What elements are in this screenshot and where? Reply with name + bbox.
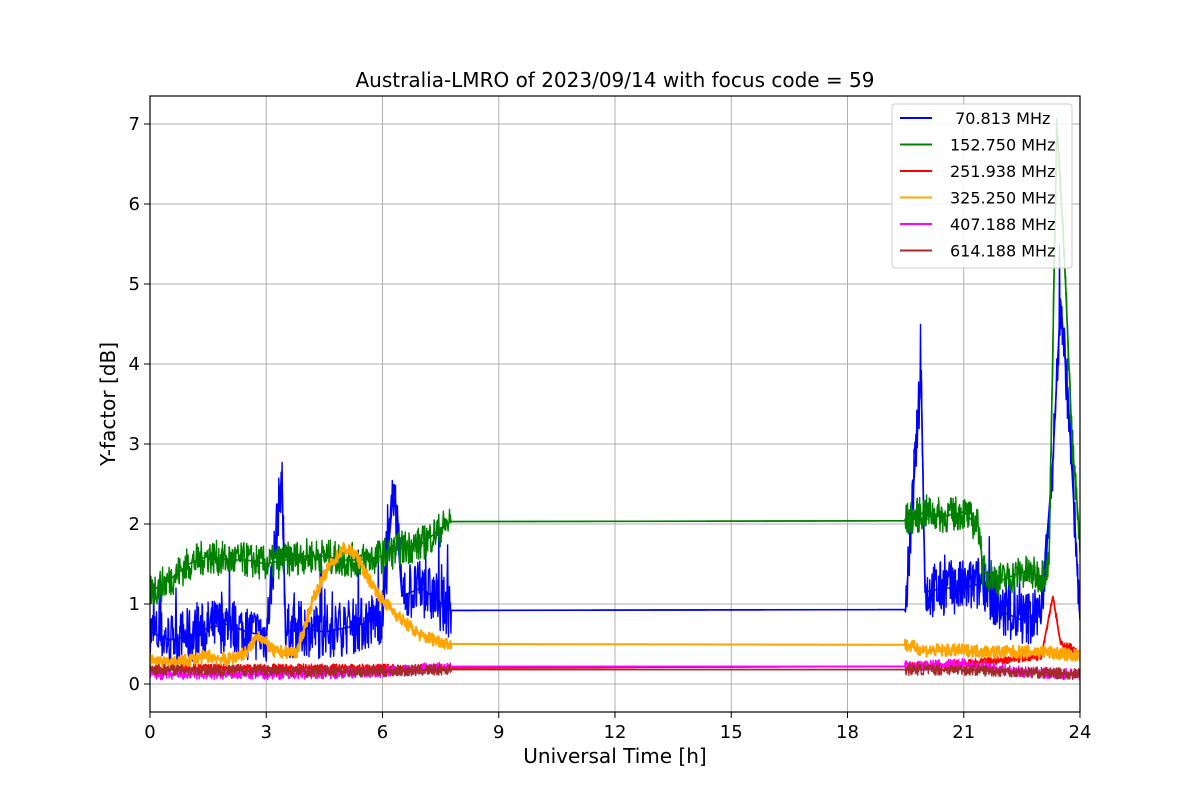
x-tick-label: 0: [144, 722, 155, 743]
x-axis-title: Universal Time [h]: [523, 744, 706, 768]
legend-label: 70.813 MHz: [950, 109, 1050, 128]
legend-item: 325.250 MHz: [900, 189, 1055, 208]
y-tick-label: 1: [129, 594, 140, 615]
x-tick-label: 3: [261, 722, 272, 743]
y-tick-label: 7: [129, 114, 140, 135]
legend-item: 251.938 MHz: [900, 162, 1055, 181]
chart-title: Australia-LMRO of 2023/09/14 with focus …: [355, 68, 874, 92]
legend-item: 614.188 MHz: [900, 242, 1055, 261]
x-tick-label: 18: [836, 722, 859, 743]
legend-label: 614.188 MHz: [950, 242, 1055, 261]
x-tick-label: 12: [604, 722, 627, 743]
y-axis-title: Y-factor [dB]: [96, 342, 120, 467]
y-tick-label: 5: [129, 274, 140, 295]
legend-label: 407.188 MHz: [950, 215, 1055, 234]
legend-label: 152.750 MHz: [950, 136, 1055, 155]
y-tick-label: 4: [129, 354, 140, 375]
legend-label: 251.938 MHz: [950, 162, 1055, 181]
x-tick-label: 21: [952, 722, 975, 743]
legend-item: 70.813 MHz: [900, 109, 1050, 128]
series-trend: [150, 668, 1080, 676]
y-tick-label: 0: [129, 674, 140, 695]
series-trend: [150, 123, 1080, 593]
series-trend: [150, 299, 1080, 641]
series-layer: [150, 117, 1080, 681]
legend: 70.813 MHz 152.750 MHz 251.938 MHz 325.250 …: [891, 103, 1073, 269]
x-tick-label: 9: [493, 722, 504, 743]
legend-box: [891, 103, 1073, 269]
series-trend: [150, 546, 1080, 665]
legend-item: 407.188 MHz: [900, 215, 1055, 234]
y-tick-label: 2: [129, 514, 140, 535]
x-tick-label: 15: [720, 722, 743, 743]
x-tick-label: 6: [377, 722, 388, 743]
y-tick-label: 6: [129, 194, 140, 215]
x-tick-label: 24: [1069, 722, 1092, 743]
legend-item: 152.750 MHz: [900, 136, 1055, 155]
y-tick-label: 3: [129, 434, 140, 455]
legend-label: 325.250 MHz: [950, 189, 1055, 208]
